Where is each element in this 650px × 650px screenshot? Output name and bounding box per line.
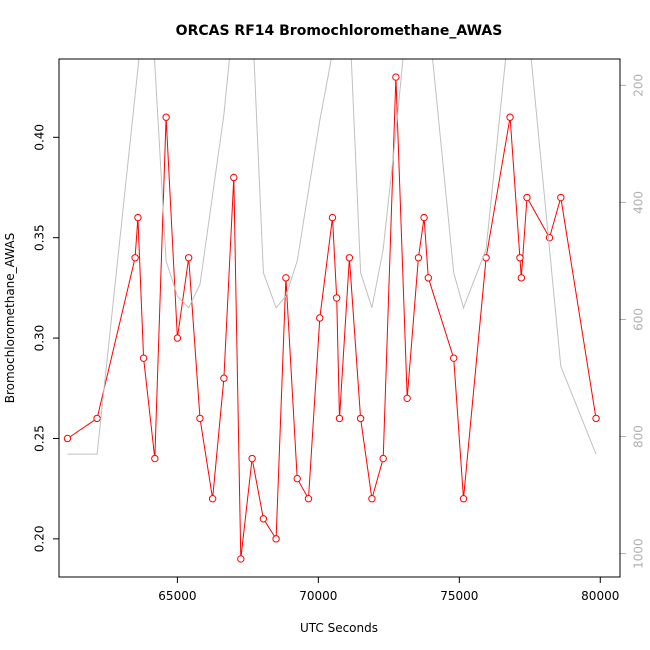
data-point [151, 454, 159, 463]
data-point [184, 254, 193, 262]
y2-tick-label: 600 [632, 308, 646, 331]
data-point [545, 233, 554, 242]
x-axis-label: UTC Seconds [300, 621, 378, 635]
x-tick-label: 70000 [299, 589, 337, 603]
plot-frame [58, 58, 621, 578]
x-tick-label: 75000 [440, 589, 478, 603]
data-point [424, 274, 433, 282]
data-point [356, 414, 365, 423]
data-point [173, 334, 182, 342]
data-point [557, 193, 565, 202]
data-point [316, 314, 324, 322]
red-series-line [67, 77, 597, 559]
data-point [162, 113, 170, 121]
gray-series-line [67, 59, 597, 455]
data-point [523, 193, 531, 202]
y2-tick-label: 800 [632, 425, 646, 448]
data-point [139, 354, 148, 362]
data-point [335, 414, 344, 423]
data-point [517, 274, 526, 282]
data-point [131, 254, 139, 262]
data-point [259, 515, 268, 523]
data-point [328, 213, 337, 222]
data-point [449, 354, 458, 362]
y2-tick-label: 1000 [632, 538, 646, 569]
data-point [420, 213, 428, 222]
y-tick-label: 0.35 [33, 224, 47, 251]
data-point [304, 494, 313, 503]
y2-tick-label: 400 [632, 191, 646, 214]
chart-title: ORCAS RF14 Bromochloromethane_AWAS [176, 23, 503, 39]
y2-tick-label: 200 [632, 74, 646, 97]
data-point [379, 454, 387, 463]
data-point [93, 414, 101, 423]
red-series-group [63, 73, 600, 563]
plot-layer: 65000 70000 75000 80000 0.20 0.25 0.30 0.35 0.40… [33, 59, 646, 603]
data-point [293, 474, 301, 483]
data-point [248, 454, 256, 463]
data-point [414, 254, 423, 262]
y-tick-label: 0.20 [33, 525, 47, 552]
data-point [332, 294, 341, 302]
gray-series-group [67, 59, 597, 455]
x-tick-label: 65000 [158, 589, 196, 603]
data-point [459, 494, 468, 503]
data-point [506, 113, 514, 121]
y-tick-label: 0.30 [33, 325, 47, 352]
data-point [196, 414, 204, 423]
data-point [230, 173, 238, 182]
data-point [368, 494, 376, 503]
data-point [272, 535, 280, 543]
y-tick-label: 0.25 [33, 425, 47, 452]
data-point [345, 254, 354, 262]
data-point [63, 434, 72, 443]
data-point [592, 414, 600, 423]
y-axis-label: Bromochloromethane_AWAS [3, 233, 17, 403]
data-point [392, 73, 400, 81]
data-point [516, 254, 524, 262]
data-point [237, 555, 245, 563]
data-point [403, 394, 411, 403]
data-point [208, 494, 217, 503]
data-point [220, 374, 228, 382]
data-point [134, 213, 142, 222]
y-tick-label: 0.40 [33, 124, 47, 151]
x-tick-label: 80000 [581, 589, 619, 603]
data-point [282, 274, 290, 282]
